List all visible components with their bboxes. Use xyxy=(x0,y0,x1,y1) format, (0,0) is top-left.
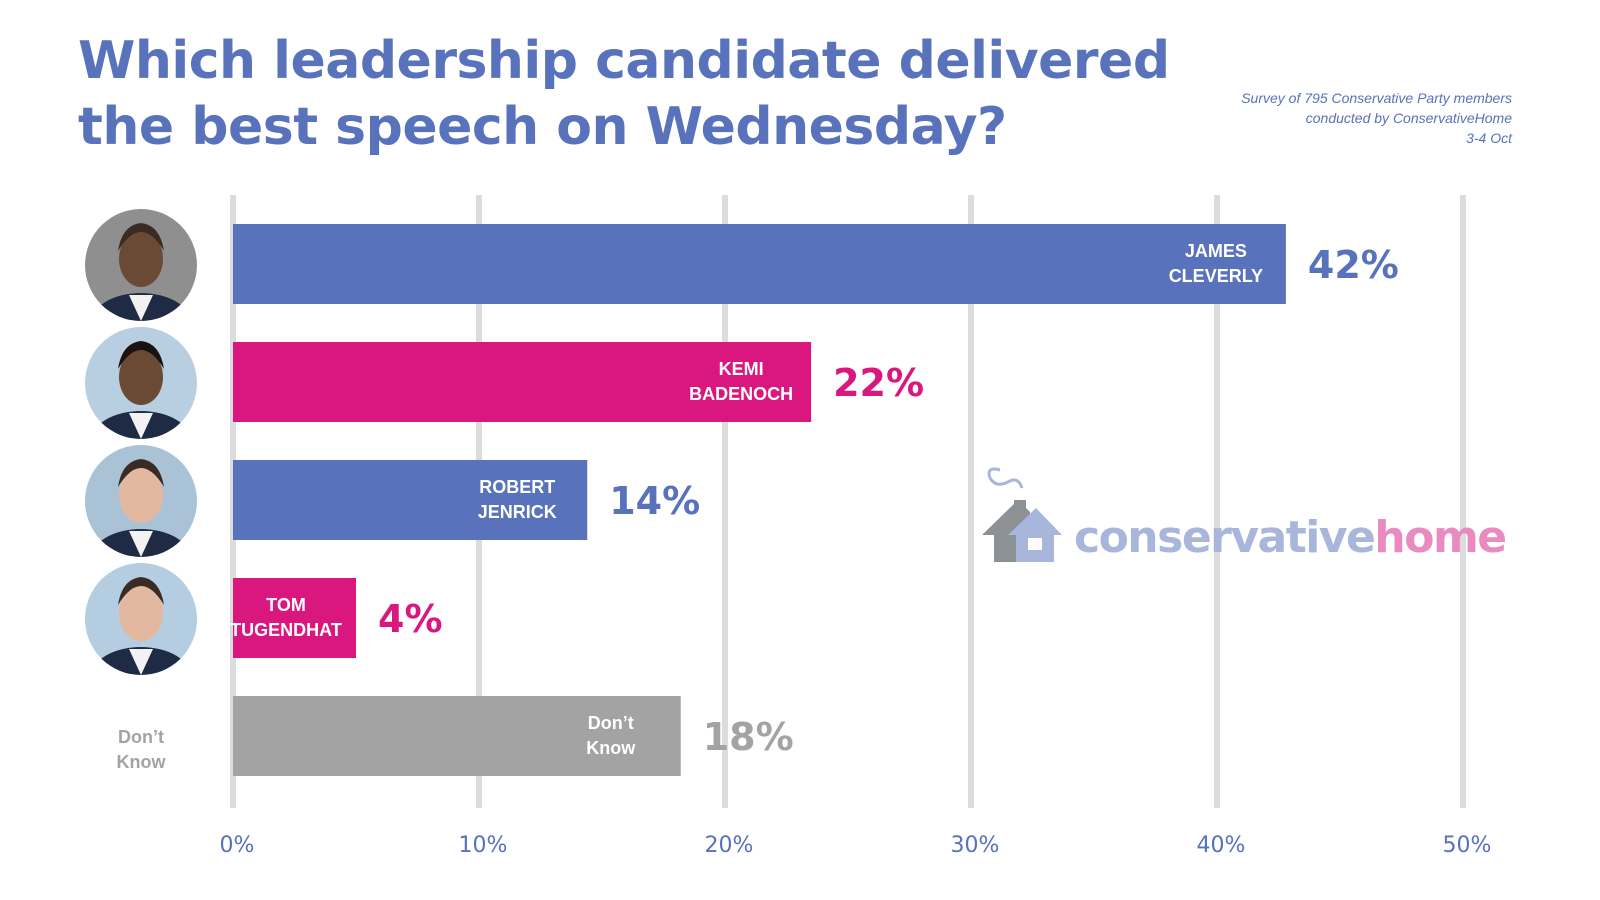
bar-name-line-1: JAMES xyxy=(1185,241,1247,261)
source-line-3: 3-4 Oct xyxy=(1466,130,1512,146)
candidate-portrait xyxy=(85,445,197,557)
title-line-2: the best speech on Wednesday? xyxy=(78,97,1007,157)
value-label: 18% xyxy=(703,715,794,759)
bar xyxy=(233,342,812,422)
suit-shape xyxy=(91,647,191,675)
candidate-portrait xyxy=(85,327,197,439)
value-label: 22% xyxy=(833,361,924,405)
logo-text-conservative: conservative xyxy=(1074,512,1374,563)
bar-row: Don’t Know 18% Don’t Know xyxy=(117,696,794,776)
bar-row: KEMI BADENOCH 22% xyxy=(85,327,924,439)
bar-name-label: KEMI BADENOCH xyxy=(689,359,793,404)
bar xyxy=(233,578,356,658)
suit-shape xyxy=(91,293,191,321)
logo-wordmark: conservativehome xyxy=(1074,512,1506,563)
x-tick-label: 50% xyxy=(1443,833,1492,858)
x-tick-label: 20% xyxy=(705,833,754,858)
bar-name-line-1: ROBERT xyxy=(479,477,555,497)
bar-name-line-1: Don’t xyxy=(588,713,634,733)
gridline xyxy=(968,195,974,808)
side-label-line-1: Don’t xyxy=(118,727,164,747)
x-tick-label: 30% xyxy=(951,833,1000,858)
survey-source-note: Survey of 795 Conservative Party members… xyxy=(1241,88,1512,148)
house-icon xyxy=(982,467,1062,562)
x-tick-label: 40% xyxy=(1197,833,1246,858)
title-line-1: Which leadership candidate delivered xyxy=(78,31,1170,91)
chart-title: Which leadership candidate delivered the… xyxy=(78,28,1170,160)
side-label-line-2: Know xyxy=(117,752,167,772)
bar-name-label: ROBERT JENRICK xyxy=(478,477,557,522)
gridline xyxy=(1460,195,1466,808)
bar-row: ROBERT JENRICK 14% xyxy=(85,445,700,557)
bar-name-label: TOM TUGENDHAT xyxy=(230,595,342,640)
bar-row: TOM TUGENDHAT 4% xyxy=(85,563,443,675)
x-tick-label: 0% xyxy=(220,833,255,858)
suit-shape xyxy=(91,411,191,439)
conservativehome-logo: conservativehome xyxy=(982,467,1507,563)
x-axis-ticks: 0% 10% 20% 30% 40% 50% xyxy=(220,833,1492,858)
bars-group: JAMES CLEVERLY 42% KEMI BADENOCH 22% ROBERT JEN… xyxy=(85,209,1399,776)
bar xyxy=(233,224,1286,304)
bar-name-label: Don’t Know xyxy=(586,713,636,758)
face-shape xyxy=(119,467,163,523)
source-line-1: Survey of 795 Conservative Party members xyxy=(1241,90,1512,106)
bar-name-label: JAMES CLEVERLY xyxy=(1169,241,1263,286)
source-line-2: conducted by ConservativeHome xyxy=(1305,110,1512,126)
bar-name-line-1: KEMI xyxy=(719,359,764,379)
bar-row: JAMES CLEVERLY 42% xyxy=(85,209,1399,321)
gridline xyxy=(1214,195,1220,808)
face-shape xyxy=(119,585,163,641)
x-tick-label: 10% xyxy=(459,833,508,858)
bar xyxy=(233,460,588,540)
bar-name-line-2: Know xyxy=(586,738,636,758)
bar-name-line-2: TUGENDHAT xyxy=(230,620,342,640)
dont-know-side-label: Don’t Know xyxy=(117,727,167,772)
face-shape xyxy=(119,231,163,287)
gridline xyxy=(722,195,728,808)
logo-text-home: home xyxy=(1374,512,1505,563)
bar-name-line-2: JENRICK xyxy=(478,502,557,522)
bar-name-line-1: TOM xyxy=(266,595,306,615)
value-label: 4% xyxy=(378,597,443,641)
value-label: 42% xyxy=(1308,243,1399,287)
candidate-portrait xyxy=(85,563,197,675)
bar-name-line-2: CLEVERLY xyxy=(1169,266,1263,286)
suit-shape xyxy=(91,529,191,557)
face-shape xyxy=(119,349,163,405)
bar-name-line-2: BADENOCH xyxy=(689,384,793,404)
bar xyxy=(233,696,681,776)
value-label: 14% xyxy=(609,479,700,523)
candidate-portrait xyxy=(85,209,197,321)
